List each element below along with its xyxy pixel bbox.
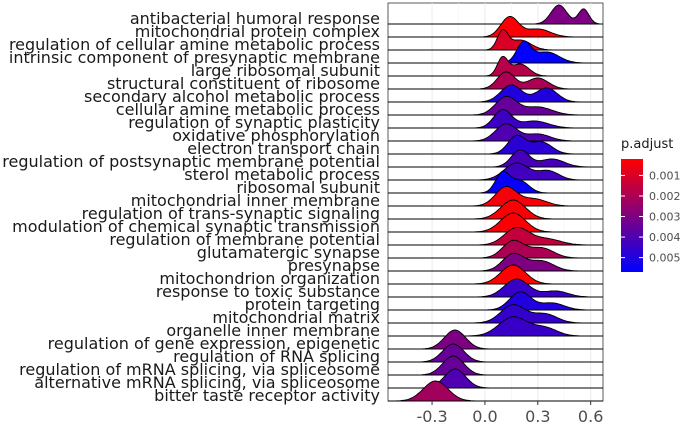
ridge-density (388, 186, 603, 207)
ridge-density (388, 380, 603, 402)
ridge-density (388, 170, 603, 194)
y-tick-label: regulation of RNA splicing (173, 347, 380, 366)
legend: p.adjust 0.001 0.002 0.003 0.004 0.005 (621, 137, 681, 272)
y-tick-label: regulation of membrane potential (109, 230, 380, 249)
ridge-density (388, 199, 603, 220)
y-tick-label: antibacterial humoral response (130, 9, 380, 28)
legend-tick-label: 0.001 (649, 169, 681, 182)
x-tick-label: -0.3 (416, 407, 447, 426)
ridge-density (388, 212, 603, 233)
y-tick-label: mitochondrion organization (159, 269, 380, 288)
ridge-density (388, 16, 603, 38)
y-tick-label: regulation of cellular amine metabolic p… (9, 35, 380, 54)
y-tick-label: organelle inner membrane (166, 321, 380, 340)
y-tick-label: electron transport chain (187, 139, 380, 158)
y-tick-label: regulation of postsynaptic membrane pote… (2, 152, 380, 171)
legend-colorbar (621, 159, 643, 272)
y-tick-label: mitochondrial inner membrane (131, 191, 380, 210)
y-tick-label: regulation of trans-synaptic signaling (82, 204, 380, 223)
y-tick-label: oxidative phosphorylation (172, 126, 380, 145)
x-tick-label: 0.3 (525, 407, 550, 426)
ridge-density (388, 239, 603, 259)
y-tick-label: regulation of synaptic plasticity (128, 113, 380, 132)
ridge-density (388, 355, 603, 376)
ridge-density (388, 28, 603, 51)
ridge-density (388, 84, 603, 103)
y-tick-label: bitter taste receptor activity (154, 386, 380, 405)
y-tick-label: regulation of mRNA splicing, via spliceo… (19, 360, 380, 379)
y-tick-label: intrinsic component of presynaptic membr… (9, 48, 380, 67)
ridge-density (388, 40, 603, 64)
ridge-density (388, 329, 603, 350)
y-tick-label: mitochondrial matrix (212, 308, 380, 327)
ridge-density (388, 304, 603, 324)
ridge-density (388, 162, 603, 181)
y-tick-label: presynapse (288, 256, 380, 275)
ridge-density (388, 252, 603, 272)
legend-tick-label: 0.005 (649, 252, 681, 265)
y-tick-label: cellular amine metabolic process (116, 100, 380, 119)
ridge-density (388, 95, 603, 116)
ridge-density (388, 134, 603, 155)
x-tick-label: 0.0 (472, 407, 497, 426)
y-tick-label: structural constituent of ribosome (107, 74, 380, 93)
y-tick-label: glutamatergic synapse (197, 243, 380, 262)
legend-tick-label: 0.004 (649, 231, 681, 244)
ridge-density (388, 108, 603, 129)
y-tick-label: modulation of chemical synaptic transmis… (12, 217, 380, 236)
x-tick-label: 0.6 (578, 407, 603, 426)
y-tick-label: sterol metabolic process (184, 165, 380, 184)
y-tick-label: response to toxic substance (156, 282, 380, 301)
ridge-density (388, 291, 603, 311)
ridge-density (388, 278, 603, 298)
y-tick-label: mitochondrial protein complex (135, 22, 380, 41)
ridge-density (388, 226, 603, 246)
ridge-density (388, 316, 603, 337)
y-axis-labels: antibacterial humoral responsemitochondr… (2, 9, 380, 405)
y-tick-label: alternative mRNA splicing, via spliceoso… (34, 373, 380, 392)
y-tick-label: ribosomal subunit (236, 178, 380, 197)
ridge-layer (388, 4, 604, 402)
ridge-density (388, 71, 603, 90)
legend-tick-label: 0.003 (649, 211, 681, 224)
legend-title: p.adjust (621, 137, 673, 152)
y-tick-label: protein targeting (245, 295, 380, 314)
ridge-density (388, 149, 603, 168)
ridge-density (388, 264, 603, 285)
ridge-density (388, 55, 603, 77)
x-axis: -0.3 0.0 0.3 0.6 (416, 401, 603, 426)
y-tick-label: large ribosomal subunit (191, 61, 380, 80)
y-tick-label: regulation of gene expression, epigeneti… (48, 334, 380, 353)
ridge-density (388, 123, 603, 142)
legend-tick-label: 0.002 (649, 190, 681, 203)
ridge-density (388, 4, 604, 25)
ridge-density (388, 343, 603, 363)
y-tick-label: secondary alcohol metabolic process (84, 87, 380, 106)
